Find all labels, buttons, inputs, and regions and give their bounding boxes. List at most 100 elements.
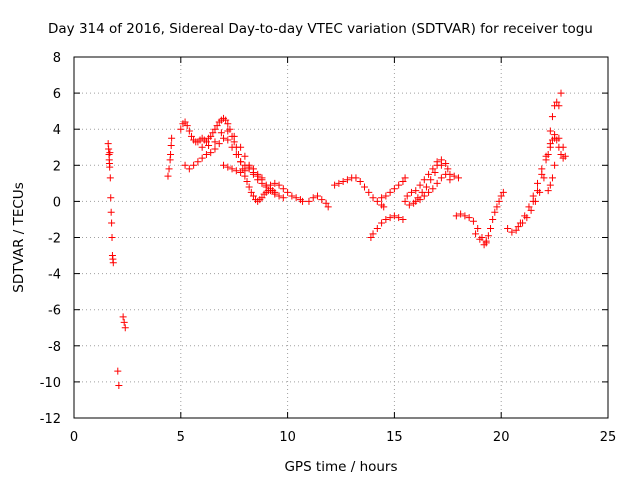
data-point bbox=[190, 161, 198, 169]
data-point bbox=[544, 150, 552, 158]
data-point bbox=[399, 178, 407, 186]
data-point bbox=[232, 167, 240, 175]
data-point bbox=[211, 145, 219, 153]
y-tick-label: -6 bbox=[48, 304, 61, 319]
data-point bbox=[279, 185, 287, 193]
data-point bbox=[108, 219, 116, 227]
data-point bbox=[247, 188, 255, 196]
data-point bbox=[202, 150, 210, 158]
x-tick-label: 20 bbox=[493, 430, 510, 445]
data-point bbox=[482, 237, 490, 245]
data-point bbox=[207, 132, 215, 140]
data-point bbox=[491, 208, 499, 216]
data-point bbox=[271, 190, 279, 198]
data-point bbox=[542, 156, 550, 164]
data-point bbox=[243, 178, 251, 186]
data-point bbox=[373, 197, 381, 205]
y-tick-label: -8 bbox=[48, 340, 61, 355]
data-point bbox=[553, 98, 561, 106]
data-point bbox=[519, 219, 527, 227]
y-axis-title: SDTVAR / TECUs bbox=[11, 182, 27, 292]
data-point bbox=[292, 194, 300, 202]
data-point bbox=[553, 136, 561, 144]
data-point bbox=[380, 203, 388, 211]
data-point bbox=[525, 203, 533, 211]
data-point bbox=[480, 241, 488, 249]
chart-title: Day 314 of 2016, Sidereal Day-to-day VTE… bbox=[48, 21, 593, 37]
data-point bbox=[390, 212, 398, 220]
data-point bbox=[245, 163, 253, 171]
grid-layer bbox=[74, 57, 608, 418]
data-point bbox=[386, 188, 394, 196]
data-point bbox=[546, 143, 554, 151]
data-point bbox=[164, 172, 172, 180]
data-point bbox=[339, 178, 347, 186]
data-point bbox=[493, 203, 501, 211]
data-point bbox=[433, 158, 441, 166]
data-point bbox=[476, 235, 484, 243]
data-point bbox=[452, 212, 460, 220]
y-tick-label: 0 bbox=[53, 195, 61, 210]
data-point bbox=[472, 230, 480, 238]
data-point bbox=[497, 192, 505, 200]
data-point bbox=[241, 152, 249, 160]
data-point bbox=[314, 192, 322, 200]
data-point bbox=[318, 196, 326, 204]
data-point bbox=[119, 313, 127, 321]
data-point bbox=[474, 224, 482, 232]
data-point bbox=[228, 165, 236, 173]
data-point bbox=[416, 181, 424, 189]
data-point bbox=[335, 179, 343, 187]
x-axis-title: GPS time / hours bbox=[284, 459, 397, 475]
data-point bbox=[429, 165, 437, 173]
data-point bbox=[360, 183, 368, 191]
data-point bbox=[469, 217, 477, 225]
data-point bbox=[433, 179, 441, 187]
data-point bbox=[262, 181, 270, 189]
data-point bbox=[504, 224, 512, 232]
data-point bbox=[369, 194, 377, 202]
data-point bbox=[267, 187, 275, 195]
data-point bbox=[228, 143, 236, 151]
data-point bbox=[437, 174, 445, 182]
data-point bbox=[540, 174, 548, 182]
data-point bbox=[114, 367, 122, 375]
data-point bbox=[442, 170, 450, 178]
data-point bbox=[245, 183, 253, 191]
data-point bbox=[557, 89, 565, 97]
data-point bbox=[299, 197, 307, 205]
data-point bbox=[555, 143, 563, 151]
data-point bbox=[461, 212, 469, 220]
data-point bbox=[258, 194, 266, 202]
data-point bbox=[489, 215, 497, 223]
data-point bbox=[422, 183, 430, 191]
data-point bbox=[484, 232, 492, 240]
points-layer bbox=[104, 89, 569, 390]
data-point bbox=[305, 197, 313, 205]
data-point bbox=[555, 102, 563, 110]
data-point bbox=[107, 194, 115, 202]
data-point bbox=[106, 174, 114, 182]
y-tick-label: 8 bbox=[53, 51, 61, 66]
data-point bbox=[230, 132, 238, 140]
y-tick-label: 2 bbox=[53, 159, 61, 174]
data-point bbox=[183, 122, 191, 130]
data-point bbox=[205, 141, 213, 149]
data-point bbox=[531, 197, 539, 205]
data-point bbox=[508, 228, 516, 236]
data-point bbox=[322, 199, 330, 207]
data-point bbox=[546, 127, 554, 135]
data-point bbox=[241, 167, 249, 175]
data-point bbox=[106, 149, 114, 157]
data-point bbox=[275, 181, 283, 189]
data-point bbox=[399, 215, 407, 223]
data-point bbox=[109, 259, 117, 267]
data-point bbox=[249, 192, 257, 200]
data-point bbox=[523, 214, 531, 222]
data-point bbox=[457, 210, 465, 218]
data-point bbox=[213, 122, 221, 130]
data-point bbox=[194, 158, 202, 166]
data-point bbox=[386, 214, 394, 222]
y-tick-label: -4 bbox=[48, 268, 61, 283]
data-point bbox=[378, 194, 386, 202]
